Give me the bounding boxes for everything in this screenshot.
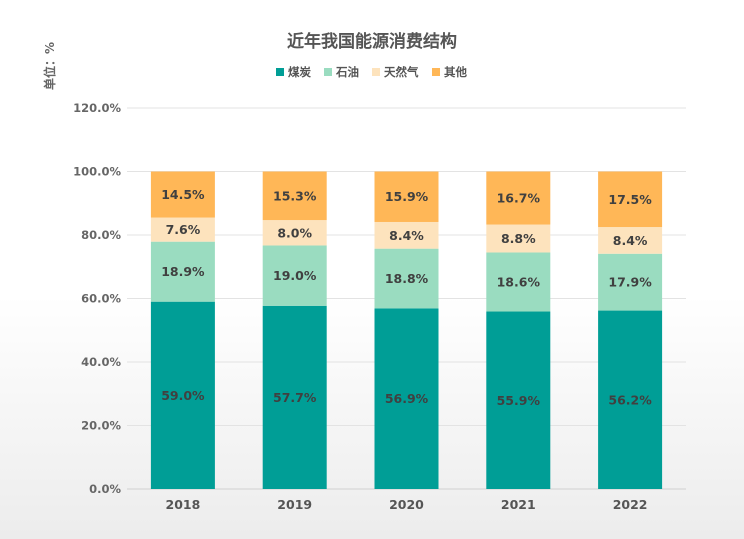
unit-label: 单位：% bbox=[42, 42, 57, 90]
data-label: 15.9% bbox=[385, 189, 429, 204]
y-tick-label: 100.0% bbox=[73, 165, 121, 179]
legend-swatch bbox=[372, 68, 380, 76]
data-label: 15.3% bbox=[273, 188, 317, 203]
data-label: 19.0% bbox=[273, 268, 317, 283]
bar-segment bbox=[262, 220, 327, 246]
bar-segment bbox=[486, 311, 551, 489]
chart-title: 近年我国能源消费结构 bbox=[287, 31, 457, 52]
bar-segment bbox=[486, 224, 551, 253]
legend-swatch bbox=[432, 68, 440, 76]
bar-segment bbox=[374, 308, 439, 489]
legend-label: 其他 bbox=[444, 65, 467, 79]
data-label: 8.0% bbox=[277, 225, 312, 240]
bar-segment bbox=[598, 310, 663, 489]
bar-segment bbox=[150, 241, 215, 302]
data-label: 16.7% bbox=[497, 191, 541, 206]
bar-segment bbox=[486, 252, 551, 312]
x-tick-label: 2018 bbox=[166, 497, 201, 512]
bar-segment bbox=[598, 171, 663, 228]
y-tick-label: 0.0% bbox=[89, 482, 121, 496]
legend-swatch bbox=[276, 68, 284, 76]
bar-segment bbox=[150, 171, 215, 218]
bar-segment bbox=[598, 227, 663, 254]
data-label: 55.9% bbox=[497, 393, 541, 408]
x-tick-label: 2022 bbox=[613, 497, 648, 512]
x-tick-label: 2021 bbox=[501, 497, 536, 512]
y-tick-label: 60.0% bbox=[81, 292, 121, 306]
data-label: 59.0% bbox=[161, 388, 205, 403]
data-label: 7.6% bbox=[166, 222, 201, 237]
x-axis: 2018 2019 2020 2021 2022 bbox=[166, 497, 648, 512]
legend-label: 石油 bbox=[335, 65, 359, 79]
data-label: 14.5% bbox=[161, 187, 205, 202]
y-tick-label: 120.0% bbox=[73, 101, 121, 115]
bar-segment bbox=[374, 171, 439, 222]
data-label: 17.5% bbox=[608, 192, 652, 207]
bar-segment bbox=[262, 305, 327, 489]
bar-segment bbox=[150, 301, 215, 489]
data-label: 56.9% bbox=[385, 391, 429, 406]
bar-segment bbox=[374, 248, 439, 309]
data-label: 18.6% bbox=[497, 274, 541, 289]
x-tick-label: 2020 bbox=[389, 497, 424, 512]
legend: 煤炭 石油 天然气 其他 bbox=[276, 65, 467, 79]
data-label: 8.8% bbox=[501, 231, 536, 246]
data-label: 18.9% bbox=[161, 264, 205, 279]
data-label: 17.9% bbox=[608, 275, 652, 290]
legend-swatch bbox=[324, 68, 332, 76]
y-tick-label: 20.0% bbox=[81, 419, 121, 433]
data-label: 18.8% bbox=[385, 271, 429, 286]
bar-segment bbox=[262, 171, 327, 221]
bar-segment bbox=[598, 253, 663, 311]
y-tick-label: 80.0% bbox=[81, 228, 121, 242]
bars: 59.0% 18.9% 7.6% 14.5% 57.7% 19.0% 8.0% 15.3% 56… bbox=[150, 171, 663, 489]
bar-segment bbox=[486, 171, 551, 225]
x-tick-label: 2019 bbox=[277, 497, 312, 512]
y-tick-label: 40.0% bbox=[81, 355, 121, 369]
data-label: 8.4% bbox=[613, 233, 648, 248]
legend-label: 天然气 bbox=[384, 65, 419, 79]
data-label: 8.4% bbox=[389, 228, 424, 243]
data-label: 56.2% bbox=[608, 392, 652, 407]
bar-segment bbox=[374, 221, 439, 249]
legend-label: 煤炭 bbox=[288, 65, 311, 79]
bar-segment bbox=[262, 245, 327, 306]
data-label: 57.7% bbox=[273, 390, 317, 405]
y-axis: 0.0% 20.0% 40.0% 60.0% 80.0% 100.0% 120.0% bbox=[73, 101, 121, 496]
bar-segment bbox=[150, 217, 215, 242]
